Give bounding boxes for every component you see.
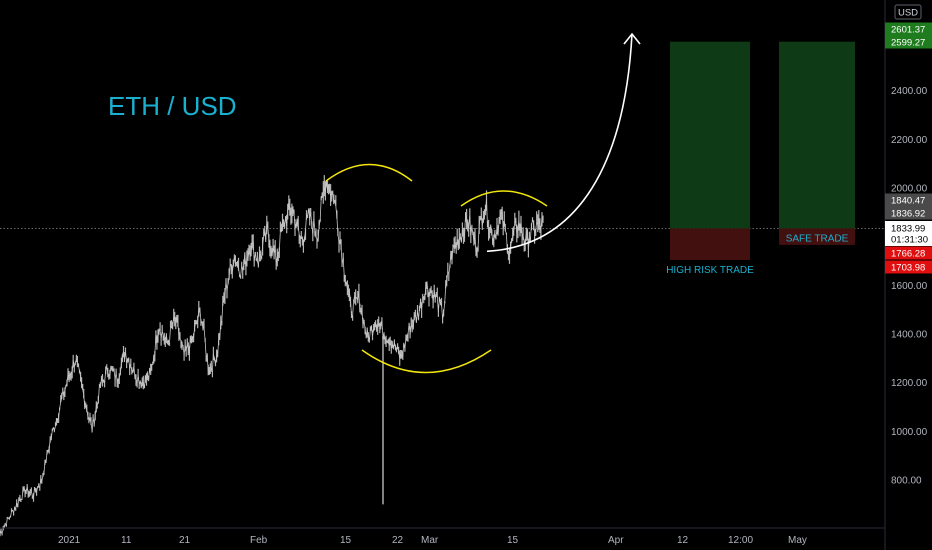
trade-zones: HIGH RISK TRADE SAFE TRADE	[666, 41, 855, 276]
risk-zone	[779, 228, 855, 245]
x-tick-label: 22	[392, 535, 404, 546]
y-tick-label: 1600.00	[891, 281, 928, 292]
y-tick-label: 1200.00	[891, 378, 928, 389]
pattern-annotations	[325, 32, 641, 374]
projection-arrowhead	[623, 32, 641, 45]
price-series	[0, 175, 544, 537]
price-tag: 1836.92	[891, 209, 925, 220]
countdown-tag: 01:31:30	[891, 235, 928, 246]
x-tick-label: 11	[121, 535, 132, 546]
x-tick-label: 12:00	[728, 535, 753, 546]
right-shoulder-arc	[460, 190, 548, 207]
y-tick-label: 1000.00	[891, 427, 928, 438]
current-price-box	[885, 221, 932, 246]
risk-zone	[670, 228, 750, 261]
x-tick-label: 12	[677, 535, 689, 546]
x-tick-label: 15	[340, 535, 352, 546]
price-tag-bg	[885, 260, 932, 274]
price-bars	[0, 175, 544, 537]
y-tick-label: 800.00	[891, 476, 922, 487]
currency-box	[894, 4, 922, 20]
currency-label: USD	[898, 8, 918, 19]
price-tag: 1766.28	[891, 249, 925, 260]
price-tag-bg	[885, 22, 932, 36]
price-line	[0, 180, 544, 534]
price-tag-bg	[885, 246, 932, 260]
x-tick-label: Feb	[250, 535, 268, 546]
price-axis[interactable]: 800.001000.001200.001400.001600.001800.0…	[884, 0, 932, 550]
price-tag: 2601.37	[891, 25, 925, 36]
head-arc	[361, 349, 492, 374]
trade-label: HIGH RISK TRADE	[666, 265, 754, 276]
x-tick-label: Mar	[421, 535, 439, 546]
reward-zone	[670, 41, 750, 229]
price-tag: 1840.47	[891, 196, 925, 207]
y-tick-label: 2000.00	[891, 184, 928, 195]
x-tick-label: 2021	[58, 535, 81, 546]
trade-label: SAFE TRADE	[786, 233, 849, 244]
price-tag: 2599.27	[891, 38, 925, 49]
price-tag-bg	[885, 193, 932, 207]
chart-title: ETH / USD	[108, 91, 237, 121]
x-tick-label: 15	[507, 535, 519, 546]
price-tag-bg	[885, 35, 932, 49]
time-axis[interactable]: 2021 11 21 Feb 15 22 Mar 15 Apr 12 12:00 May	[0, 527, 885, 546]
price-tag: 1703.98	[891, 263, 925, 274]
y-tick-label: 1400.00	[891, 330, 928, 341]
price-tag-bg	[885, 206, 932, 220]
x-tick-label: Apr	[608, 535, 624, 546]
x-tick-label: 21	[179, 535, 191, 546]
projection-arrow	[486, 33, 633, 253]
current-price-tag: 1833.99	[891, 224, 925, 235]
y-tick-label: 2400.00	[891, 86, 928, 97]
y-tick-label: 2200.00	[891, 135, 928, 146]
reward-zone	[779, 41, 855, 229]
x-tick-label: May	[788, 535, 807, 546]
left-shoulder-arc	[325, 163, 413, 182]
